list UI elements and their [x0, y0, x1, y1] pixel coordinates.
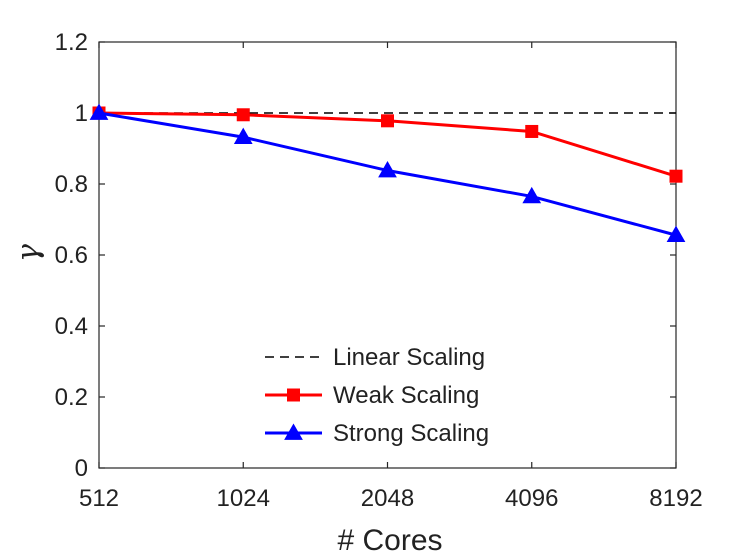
y-tick-label: 0.4	[55, 313, 88, 340]
y-tick-label: 0.6	[55, 242, 88, 269]
weak-scaling-point	[669, 169, 683, 183]
x-tick-label: 512	[79, 485, 119, 512]
x-axis-title: # Cores	[337, 524, 442, 557]
x-tick-label: 8192	[649, 485, 702, 512]
x-tick-label: 1024	[217, 485, 270, 512]
legend-strong-scaling-marker	[284, 423, 303, 440]
legend-weak-scaling-label: Weak Scaling	[333, 382, 479, 409]
y-tick-label: 1.2	[55, 29, 88, 56]
strong-scaling-point	[666, 225, 686, 242]
y-axis-title: γ	[11, 244, 46, 262]
legend-linear-scaling-label: Linear Scaling	[333, 344, 485, 371]
legend-strong-scaling-label: Strong Scaling	[333, 420, 489, 447]
y-ticks: 0 0.2 0.4 0.6 0.8 1 1.2	[55, 29, 676, 482]
y-tick-label: 0	[75, 455, 88, 482]
x-tick-label: 4096	[505, 485, 558, 512]
strong-scaling-point	[522, 186, 542, 204]
x-ticks: 512 1024 2048 4096 8192	[79, 42, 703, 512]
weak-scaling-point	[381, 114, 394, 128]
strong-scaling-point	[378, 161, 397, 178]
y-tick-label: 1	[75, 100, 88, 127]
x-tick-label: 2048	[361, 485, 414, 512]
series-group	[89, 103, 686, 242]
legend-weak-scaling-marker	[287, 388, 300, 402]
y-tick-label: 0.8	[55, 171, 88, 198]
legend: Linear Scaling Weak Scaling Strong Scaling	[265, 344, 489, 447]
y-tick-label: 0.2	[55, 384, 88, 411]
strong-scaling-point	[233, 127, 253, 145]
weak-scaling-point	[525, 124, 539, 138]
strong-scaling-point	[89, 103, 109, 120]
weak-scaling-point	[236, 108, 250, 122]
